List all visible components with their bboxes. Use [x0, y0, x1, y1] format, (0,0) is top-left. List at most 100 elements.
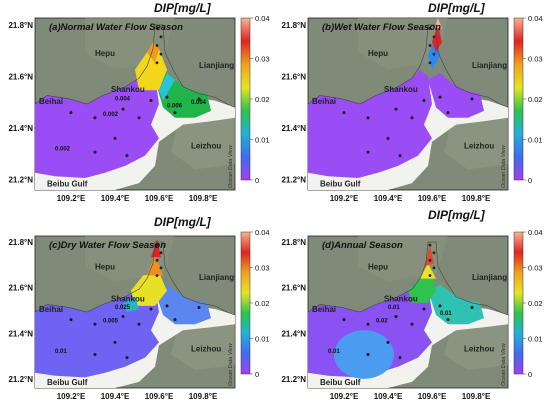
watermark-label: Ocean Data View	[501, 342, 507, 386]
river-station-marker	[432, 52, 436, 56]
lon-tick-label: 109.2°E	[57, 194, 86, 203]
colorbar	[513, 231, 524, 375]
station-marker	[470, 305, 474, 309]
colorbar-tick-label: 0.04	[255, 228, 270, 237]
station-marker	[125, 356, 129, 360]
land-shading	[358, 18, 448, 70]
station-marker	[165, 304, 169, 308]
station-marker	[386, 340, 390, 344]
station-marker	[446, 318, 450, 322]
place-label: Beihai	[39, 305, 63, 314]
dip-plume-tip	[151, 239, 161, 258]
coastline	[307, 24, 509, 108]
lon-tick-label: 109.4°E	[101, 194, 130, 203]
river-station-marker	[155, 274, 159, 277]
colorbar-tick-label: 0.03	[528, 264, 543, 273]
dip-plume-edge	[159, 73, 175, 101]
dip-field-east	[428, 73, 484, 118]
lon-tick-label: 109.6°E	[418, 392, 447, 401]
colorbar-tick-label: 0.03	[255, 55, 270, 64]
dip-plume-core	[147, 254, 163, 276]
station-marker	[149, 99, 153, 103]
lat-tick-label: 21.8°N	[8, 238, 33, 247]
dip-plume	[408, 275, 436, 303]
lat-tick-label: 21.2°N	[8, 176, 33, 185]
coastline	[307, 241, 509, 316]
station-marker	[398, 356, 402, 360]
river-station-marker	[428, 26, 432, 30]
colorbar	[513, 17, 524, 181]
lon-tick-label: 109.8°E	[462, 194, 491, 203]
lon-tick-label: 109.8°E	[462, 392, 491, 401]
station-marker	[446, 111, 450, 115]
lat-tick-label: 21.4°N	[281, 329, 306, 338]
chart-title: DIP[mg/L]	[154, 1, 212, 15]
river-station-marker	[159, 251, 163, 255]
station-marker	[93, 116, 97, 120]
chart-title: DIP[mg/L]	[428, 1, 486, 15]
station-marker	[342, 318, 346, 322]
dip-plume	[135, 49, 167, 91]
station-marker	[137, 322, 141, 326]
station-marker	[149, 307, 153, 311]
river-station-marker	[155, 258, 159, 262]
contour-label: 0.004	[115, 97, 131, 103]
place-label: Beibu Gulf	[47, 180, 88, 189]
river-station-marker	[159, 52, 163, 56]
place-label: Beihai	[39, 97, 63, 106]
colorbar-tick-label: 0.01	[255, 136, 270, 145]
colorbar-tick-label: 0.01	[528, 136, 543, 145]
place-label: Beihai	[312, 305, 336, 314]
place-label: Hepu	[368, 49, 388, 58]
panel-label: (a)Normal Water Flow Season	[49, 22, 183, 33]
contour-label: 0.01	[440, 311, 452, 317]
place-label: Beibu Gulf	[320, 378, 361, 387]
station-marker	[125, 154, 129, 158]
contour-label: 0.002	[55, 146, 71, 152]
lon-tick-label: 109.4°E	[374, 194, 403, 203]
panel-label: (b)Wet Water Flow Season	[322, 22, 441, 33]
place-label: Shankou	[111, 294, 145, 303]
lon-tick-label: 109.8°E	[189, 194, 218, 203]
station-marker	[394, 315, 398, 319]
river-station-marker	[432, 35, 436, 39]
lon-tick-label: 109.2°E	[57, 392, 86, 401]
land-shading	[444, 112, 508, 170]
land-shading	[171, 112, 235, 170]
contour-label: 0.02	[376, 319, 388, 325]
station-marker	[93, 322, 97, 326]
lat-tick-label: 21.4°N	[281, 124, 306, 133]
station-marker	[366, 116, 370, 120]
station-marker	[93, 150, 97, 154]
dip-plume-edge	[123, 296, 139, 312]
contour-label: 0.002	[103, 112, 119, 118]
station-marker	[93, 353, 97, 357]
coastline	[34, 241, 236, 316]
dip-plume	[131, 272, 167, 306]
river-station-marker	[428, 61, 432, 65]
contour-label: 0.01	[388, 305, 400, 311]
station-marker	[438, 95, 442, 99]
dip-plume-core	[420, 263, 436, 279]
lon-tick-label: 109.6°E	[145, 392, 174, 401]
colorbar	[240, 231, 251, 375]
lat-tick-label: 21.4°N	[8, 124, 33, 133]
river-station-marker	[428, 44, 432, 47]
dip-plume-core	[147, 42, 159, 63]
place-label: Hepu	[368, 262, 388, 271]
river-station-marker	[428, 274, 432, 277]
dip-field-south	[334, 330, 394, 379]
panel-label: (d)Annual Season	[322, 240, 403, 251]
place-label: Beihai	[312, 97, 336, 106]
place-label: Leizhou	[464, 142, 494, 151]
lon-tick-label: 109.2°E	[330, 392, 359, 401]
map-panel-c: DIP[mg/L] 0.025 0.005 0.01 (c)Dry Water Flow…	[8, 215, 269, 401]
contour-label: 0.004	[191, 100, 207, 106]
dip-field-east	[155, 284, 211, 325]
colorbar-tick-label: 0.02	[255, 95, 270, 104]
colorbar-tick-label: 0.03	[528, 55, 543, 64]
place-label: Shankou	[111, 85, 145, 94]
station-marker	[470, 97, 474, 101]
station-marker	[342, 111, 346, 115]
